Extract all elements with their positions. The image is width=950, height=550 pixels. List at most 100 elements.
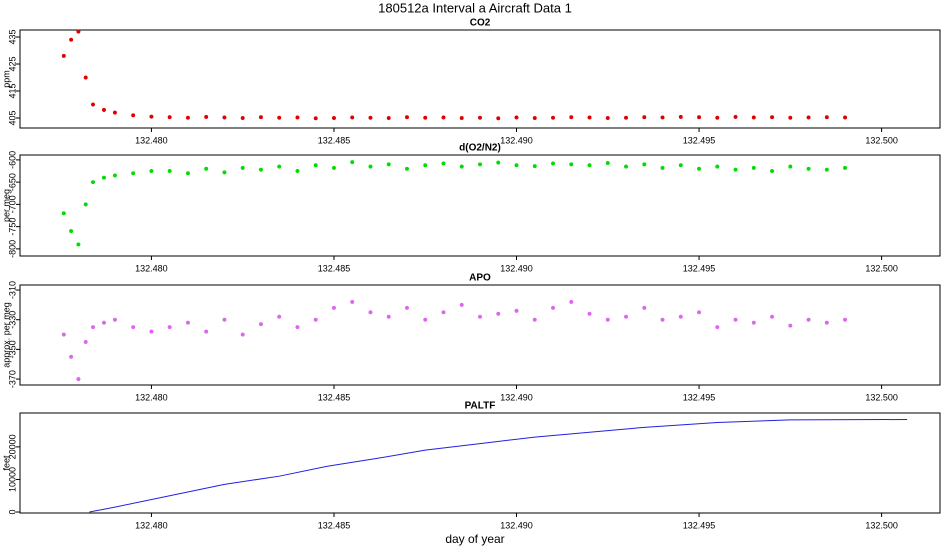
plot-frame [19,154,941,257]
y-tick-label: -700 [7,195,17,213]
point [222,317,227,322]
point [751,165,756,170]
y-tick-label: 435 [7,30,17,45]
y-tick-label: -370 [7,370,17,388]
point [112,173,117,178]
point [204,166,209,171]
point [843,317,848,322]
point [806,115,811,120]
point [185,171,190,176]
point [532,317,537,322]
point [331,115,337,121]
point [660,115,665,120]
point [277,115,282,120]
point [843,115,848,120]
panel-title: CO2 [470,18,491,29]
point [295,168,300,174]
point [587,115,592,120]
point [222,115,227,120]
x-tick-label: 132.495 [683,135,716,145]
x-tick-label: 132.500 [865,135,898,145]
y-tick-label: -750 [7,218,17,236]
point [715,325,720,330]
point [313,317,318,322]
point [76,242,81,247]
point [112,110,117,115]
point [423,115,428,120]
y-tick-label: -350 [7,340,17,358]
y-tick-label: 10000 [7,467,17,492]
x-tick-label: 132.490 [500,263,533,273]
x-tick-label: 132.495 [683,263,716,273]
y-tick-label: 405 [7,110,17,125]
point [569,162,574,167]
point [459,115,464,121]
x-tick-label: 132.480 [135,392,168,402]
x-tick-label: 132.495 [683,520,716,530]
point [715,115,720,120]
point [477,162,483,167]
point [770,168,775,174]
point [696,166,702,171]
point [83,202,88,207]
y-axis-label: per meg [1,189,11,222]
y-axis-label: feet [1,455,11,471]
point [824,115,829,120]
y-tick-label: -330 [7,311,17,329]
point [167,325,172,330]
point [824,167,829,172]
point [696,310,702,315]
point [642,305,647,310]
point [350,115,355,120]
point [623,164,629,169]
point [605,317,610,322]
point [806,166,811,171]
y-tick-label: -650 [7,173,17,191]
point [295,115,300,120]
point [61,53,66,58]
x-tick-label: 132.480 [135,520,168,530]
point [131,113,136,118]
point [112,317,117,322]
point [185,115,190,120]
x-tick-label: 132.480 [135,263,168,273]
point [587,163,592,168]
line [89,419,908,513]
point [90,180,96,185]
point [733,317,738,322]
point [204,329,209,334]
plot-frame [19,284,941,386]
point [90,325,96,330]
point [733,167,738,172]
point [496,160,501,165]
point [550,161,556,166]
x-tick-label: 132.500 [865,263,898,273]
point [313,163,318,168]
x-tick-label: 132.485 [318,520,351,530]
y-tick-label: 20000 [7,434,17,459]
point [90,102,96,107]
x-tick-label: 132.495 [683,392,716,402]
point [204,114,209,119]
panel-title: PALTF [465,401,496,412]
point [222,170,227,175]
x-tick-label: 132.500 [865,392,898,402]
y-axis-label: approx. per meg [1,302,11,368]
point [185,320,190,325]
point [715,164,720,169]
figure-title: 180512a Interval a Aircraft Data 1 [378,0,572,15]
point [167,115,172,120]
point [386,314,391,319]
point [149,114,154,119]
point [61,211,66,216]
point [149,329,154,334]
point [496,311,501,316]
point [258,322,264,327]
point [404,305,410,310]
point [514,163,519,168]
point [101,107,107,112]
point [751,115,756,120]
point [386,162,391,167]
point [678,314,683,319]
point [751,320,756,325]
